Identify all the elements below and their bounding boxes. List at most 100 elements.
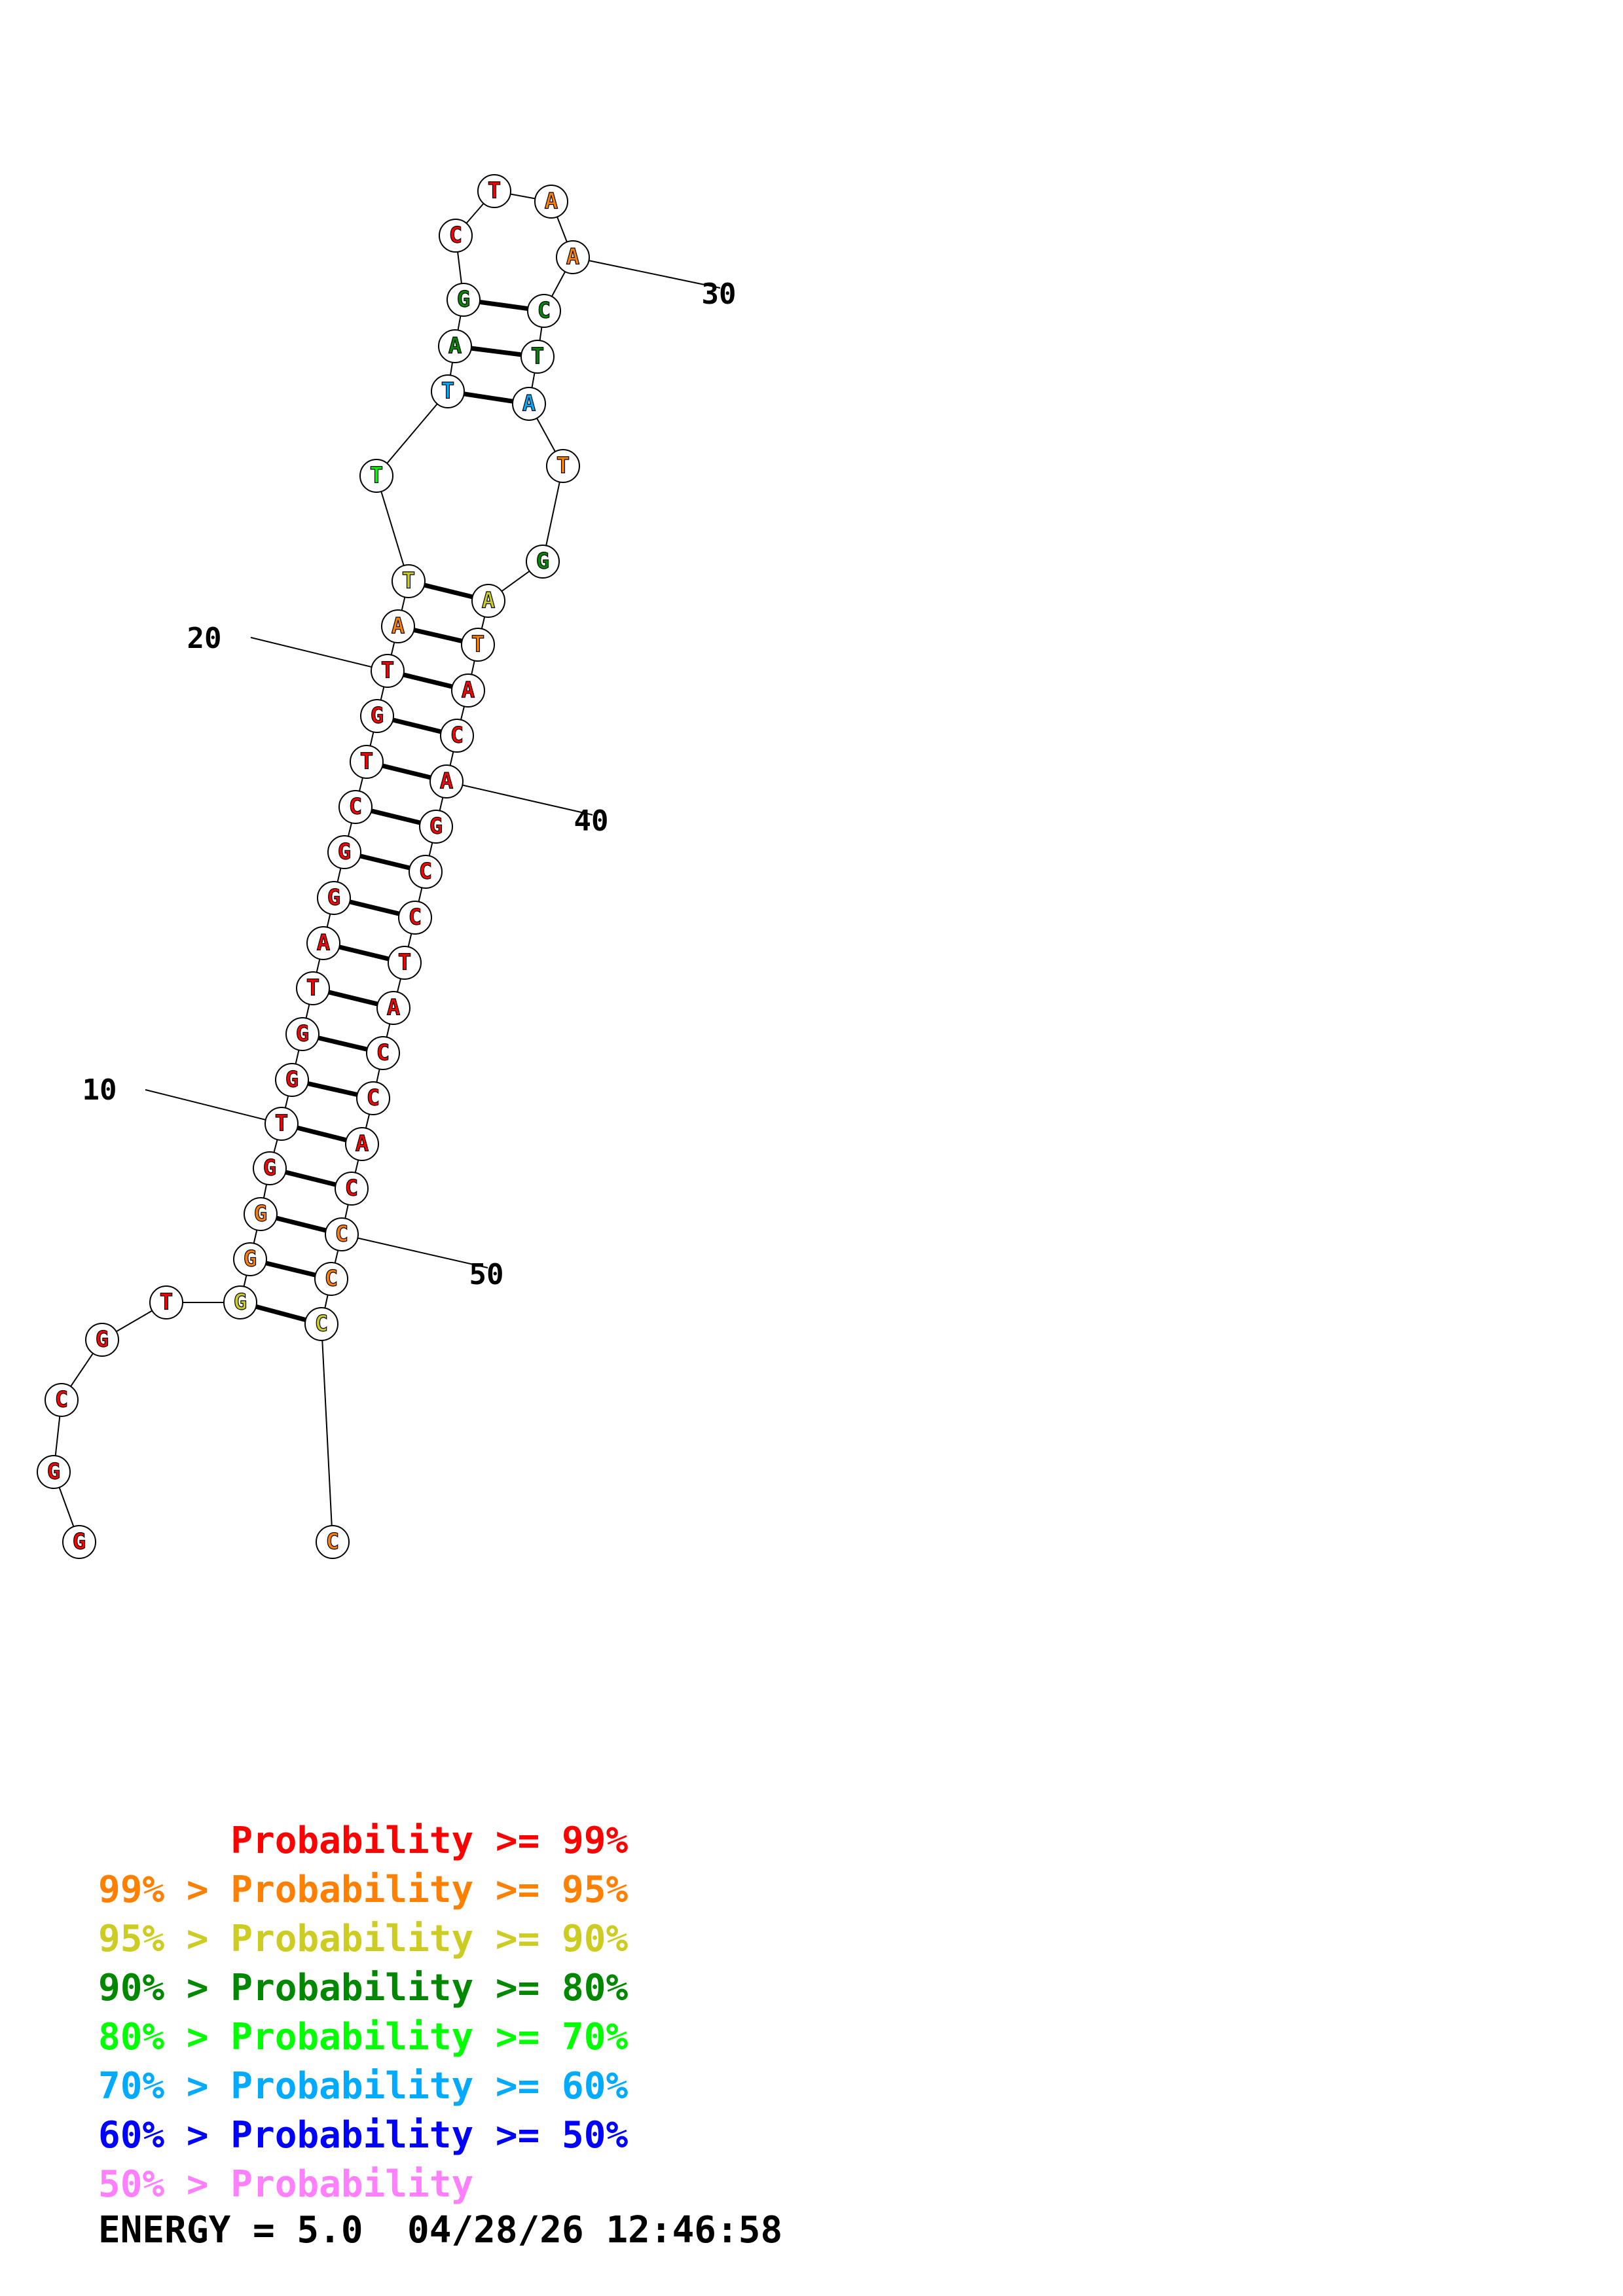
nucleotide-6: G [223, 1285, 257, 1319]
nucleotide-47: C [356, 1081, 390, 1115]
nucleotide-10: T [264, 1107, 299, 1141]
nucleotide-circle [440, 719, 474, 753]
nucleotide-base: G [536, 548, 549, 575]
nucleotide-base: G [244, 1246, 257, 1272]
base-pair-bond [403, 672, 453, 689]
nucleotide-base: G [234, 1289, 247, 1316]
base-pair-bond [265, 1261, 316, 1278]
nucleotide-base: G [73, 1529, 86, 1555]
nucleotide-circle [527, 294, 561, 328]
nucleotide-base: G [263, 1155, 276, 1181]
nucleotide-base: C [538, 298, 551, 324]
legend-row: 60% > Probability >= 50% [98, 2111, 628, 2160]
nucleotide-base: C [55, 1387, 68, 1413]
nucleotide-base: T [441, 378, 454, 404]
nucleotide-base: C [325, 1266, 338, 1292]
legend-label: Probability >= 99% [230, 1820, 629, 1862]
nucleotide-circle [45, 1383, 79, 1417]
base-pair-bond [328, 990, 378, 1007]
nucleotide-circle [419, 810, 453, 844]
base-pair-bond [392, 717, 442, 734]
nucleotide-base: A [392, 613, 405, 639]
nucleotide-circle [275, 1063, 309, 1097]
base-pair-bond [307, 1081, 358, 1097]
position-label-10: 10 [82, 1073, 117, 1107]
nucleotide-base: G [96, 1327, 109, 1353]
legend-label: Probability >= 50% [230, 2114, 629, 2157]
nucleotide-circle [534, 185, 568, 219]
position-tick-line [341, 1234, 488, 1268]
nucleotide-circle [356, 1081, 390, 1115]
nucleotide-1: G [62, 1525, 96, 1559]
nucleotide-base: T [531, 344, 544, 370]
base-pair-bond [276, 1215, 327, 1233]
nucleotide-50: C [325, 1217, 359, 1251]
nucleotide-base: T [360, 749, 373, 775]
legend-prefix: 90% > [98, 1967, 231, 2009]
nucleotide-circle [447, 283, 481, 317]
nucleotide-31: C [527, 294, 561, 328]
nucleotide-11: G [275, 1063, 309, 1097]
nucleotide-26: G [447, 283, 481, 317]
nucleotide-45: A [376, 991, 410, 1025]
legend-row: 70% > Probability >= 60% [98, 2062, 628, 2111]
nucleotide-base: C [450, 723, 464, 749]
legend-row: 50% > Probability [98, 2160, 628, 2209]
legend-row: 95% > Probability >= 90% [98, 1914, 628, 1964]
position-tick-line [145, 1089, 282, 1124]
legend-prefix: 80% > [98, 2016, 231, 2058]
legend-prefix: 60% > [98, 2114, 231, 2157]
nucleotide-circle [350, 745, 384, 779]
legend-row: Probability >= 99% [98, 1816, 628, 1865]
nucleotide-36: A [471, 584, 505, 618]
nucleotide-circle [345, 1127, 379, 1161]
nucleotide-base: C [315, 1311, 328, 1337]
nucleotide-circle [438, 329, 472, 363]
nucleotide-base: A [482, 588, 495, 614]
nucleotide-35: G [526, 545, 560, 579]
nucleotide-38: A [451, 673, 485, 708]
nucleotide-41: G [419, 810, 453, 844]
backbone-lines [53, 190, 574, 1543]
legend-prefix: 95% > [98, 1918, 231, 1960]
nucleotide-circle [149, 1285, 183, 1319]
nucleotide-39: C [440, 719, 474, 753]
nucleotide-42: C [409, 855, 443, 889]
base-pair-bond [338, 944, 390, 961]
nucleotide-16: G [327, 835, 361, 869]
nucleotide-8: G [244, 1197, 278, 1231]
nucleotide-base: C [349, 794, 362, 820]
probability-legend: Probability >= 99% 99% > Probability >= 9… [98, 1816, 628, 2209]
nucleotide-circle [304, 1307, 338, 1341]
base-pair-bond [285, 1170, 337, 1187]
nucleotide-base: G [429, 814, 443, 840]
nucleotide-base: A [545, 188, 558, 215]
nucleotide-base: A [448, 333, 462, 359]
nucleotide-25: A [438, 329, 472, 363]
nucleotide-circle [360, 699, 394, 733]
nucleotide-3: C [45, 1383, 79, 1417]
nucleotide-circle [37, 1455, 71, 1489]
nucleotide-base: C [345, 1175, 358, 1202]
nucleotide-circle [85, 1323, 119, 1357]
backbone-segment [376, 391, 448, 476]
nucleotide-circle [388, 946, 422, 980]
base-pair-bond [349, 899, 400, 916]
nucleotide-base: C [449, 223, 462, 249]
nucleotide-base: G [285, 1067, 299, 1093]
base-pair-bond [318, 1035, 368, 1052]
nucleotide-base: A [387, 995, 400, 1021]
nucleotide-circle [366, 1036, 400, 1070]
nucleotide-circle [335, 1172, 369, 1206]
nucleotide-51: C [314, 1262, 348, 1296]
nucleotide-base: T [556, 453, 570, 479]
nucleotide-7: G [233, 1242, 267, 1276]
nucleotide-30: A [556, 240, 590, 274]
nucleotide-22: T [392, 564, 426, 598]
legend-label: Probability >= 80% [230, 1967, 629, 2009]
position-tick-line [446, 781, 593, 816]
base-pair-bond [413, 628, 463, 643]
nucleotide-circle [285, 1017, 319, 1051]
nucleotide-base: C [409, 905, 422, 931]
nucleotide-base: G [327, 885, 340, 911]
